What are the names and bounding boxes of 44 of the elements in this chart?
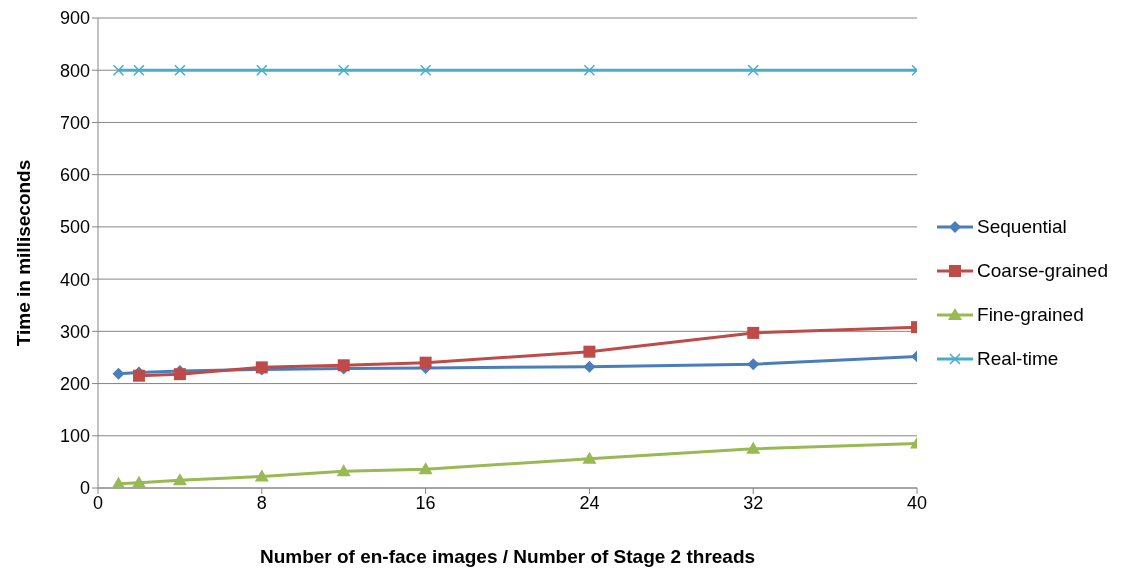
y-tick-label: 700 [59, 112, 90, 133]
point [747, 358, 760, 371]
x-tick-label: 40 [907, 492, 928, 513]
point [419, 64, 432, 76]
point [111, 476, 126, 488]
point [112, 367, 125, 380]
point [582, 451, 597, 464]
x-tick-label: 32 [743, 492, 764, 513]
y-axis-title: Time in milliseconds [12, 159, 34, 347]
y-tick-label: 800 [59, 60, 90, 81]
point [747, 326, 760, 339]
point [583, 345, 596, 358]
point [583, 360, 596, 373]
point [172, 473, 187, 486]
point [336, 464, 351, 477]
point [254, 469, 269, 482]
y-tick-label: 600 [59, 165, 90, 186]
y-tick-label: 0 [79, 478, 90, 499]
legend-label: Fine-grained [977, 304, 1084, 326]
point [256, 64, 268, 76]
y-tick-label: 200 [59, 373, 90, 394]
point [337, 64, 350, 76]
y-tick-label: 100 [59, 426, 90, 447]
point [746, 441, 761, 454]
y-tick-label: 400 [59, 269, 90, 290]
y-tick-label: 300 [59, 321, 90, 342]
point [112, 64, 125, 76]
legend-label: Real-time [977, 348, 1059, 370]
x-tick-label: 16 [415, 492, 436, 513]
x-axis-title: Number of en-face images / Number of Stage 2 threads [259, 546, 756, 567]
x-tick-label: 0 [92, 492, 104, 513]
point [747, 64, 759, 76]
y-tick-label: 500 [59, 217, 90, 238]
y-tick-label: 900 [59, 8, 90, 29]
x-tick-label: 24 [579, 492, 600, 513]
point [418, 462, 433, 475]
legend-label: Sequential [977, 216, 1067, 238]
point [419, 356, 432, 369]
point [133, 64, 145, 76]
point [174, 64, 186, 76]
x-tick-label: 8 [256, 492, 267, 513]
point [131, 475, 146, 488]
point [583, 64, 596, 76]
legend-label: Coarse-grained [977, 260, 1108, 282]
